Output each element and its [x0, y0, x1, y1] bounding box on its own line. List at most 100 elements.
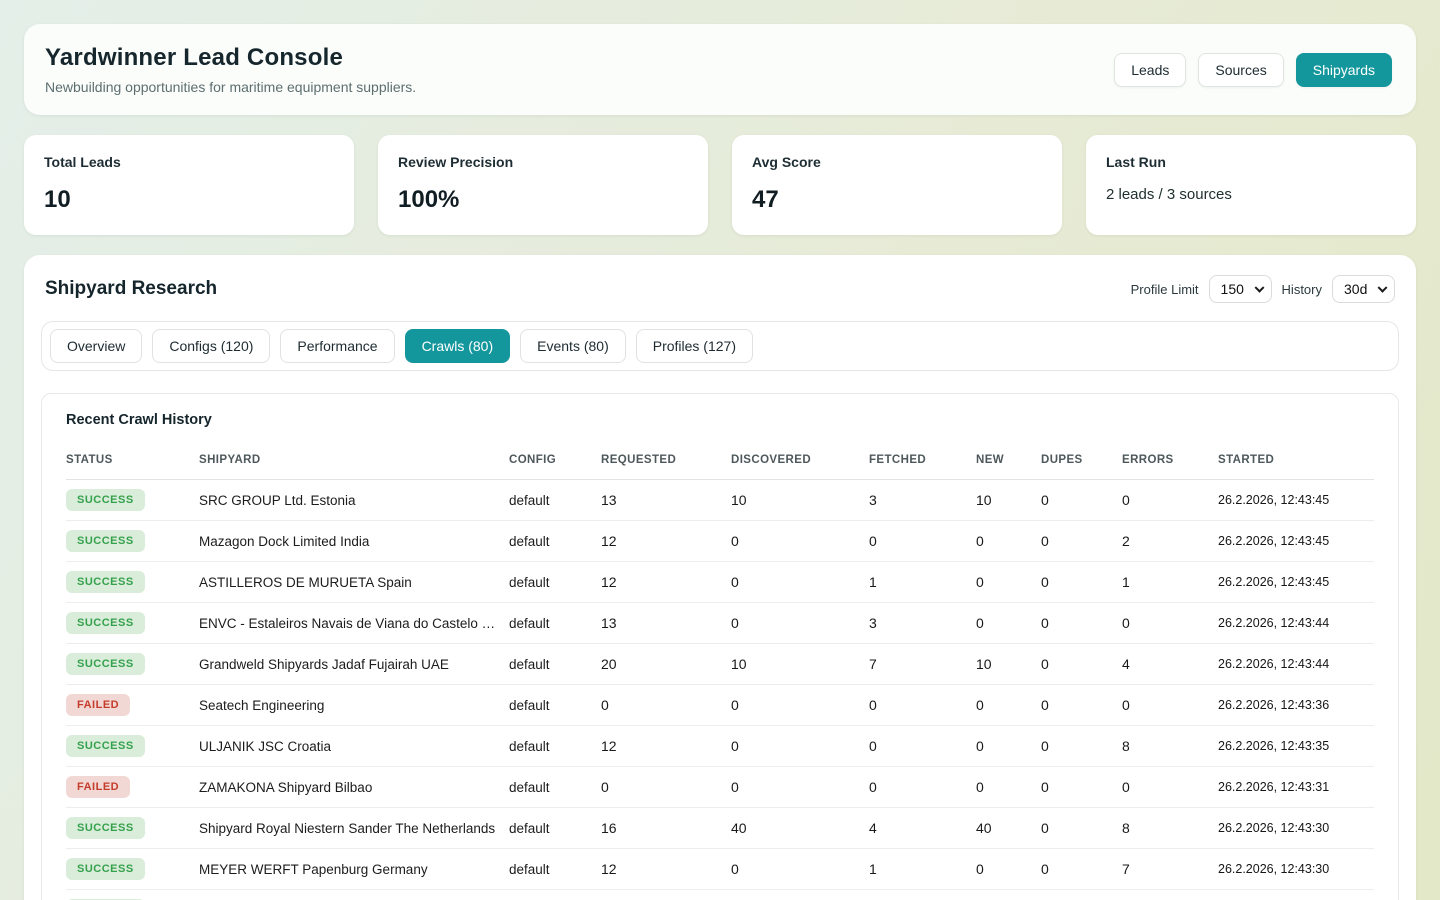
tab-profiles-127[interactable]: Profiles (127) [635, 329, 753, 363]
cell-dupes: 0 [1041, 561, 1122, 603]
stat-value: 10 [44, 186, 71, 213]
status-badge: SUCCESS [66, 653, 145, 675]
column-header-dupes: DUPES [1041, 444, 1122, 480]
cell-status: SUCCESS [66, 725, 199, 767]
cell-config: default [509, 807, 601, 849]
column-header-config: CONFIG [509, 444, 601, 480]
cell-started: 26.2.2026, 12:43:30 [1218, 848, 1374, 890]
cell-new: 40 [976, 807, 1041, 849]
app-header: Yardwinner Lead Console Newbuilding oppo… [24, 24, 1416, 115]
cell-fetched: 4 [869, 807, 976, 849]
cell-status: FAILED [66, 766, 199, 808]
cell-errors: 8 [1122, 725, 1218, 767]
cell-discovered: 0 [731, 684, 869, 726]
cell-started: 26.2.2026, 12:43:45 [1218, 479, 1374, 521]
nav-shipyards-button[interactable]: Shipyards [1295, 52, 1392, 87]
cell-fetched: 0 [869, 684, 976, 726]
cell-new: 10 [976, 479, 1041, 521]
cell-errors: 0 [1122, 479, 1218, 521]
stat-value: 100% [398, 186, 460, 213]
cell-status: SUCCESS [66, 561, 199, 603]
status-badge: SUCCESS [66, 489, 145, 511]
stat-card-total-leads: Total Leads 10 [24, 135, 354, 235]
cell-requested: 0 [601, 684, 731, 726]
table-row: SUCCESS ULJANIK JSC Croatia default 12 0 0 0 0 8… [66, 725, 1374, 767]
cell-shipyard: Grandweld Shipyards Jadaf Fujairah UAE [199, 643, 509, 685]
stat-card-review-precision: Review Precision 100% [378, 135, 708, 235]
tab-performance[interactable]: Performance [280, 329, 395, 363]
cell-status: SUCCESS [66, 479, 199, 521]
panel-controls: Profile Limit 150 History 30d [1131, 275, 1395, 303]
stat-label: Avg Score [752, 154, 821, 170]
cell-fetched: 0 [869, 725, 976, 767]
status-badge: FAILED [66, 694, 131, 716]
cell-status: FAILED [66, 684, 199, 726]
cell-config: default [509, 602, 601, 644]
tab-crawls-80[interactable]: Crawls (80) [404, 329, 511, 363]
tab-overview[interactable]: Overview [50, 329, 143, 363]
cell-dupes: 0 [1041, 520, 1122, 562]
history-select[interactable]: 30d [1332, 275, 1395, 303]
cell-dupes: 0 [1041, 766, 1122, 808]
cell-status: SUCCESS [66, 807, 199, 849]
table-row: SUCCESS MEYER WERFT Papenburg Germany defa… [66, 848, 1374, 890]
status-badge: SUCCESS [66, 612, 145, 634]
cell-errors: 8 [1122, 807, 1218, 849]
cell-errors: 0 [1122, 602, 1218, 644]
cell-errors: 2 [1122, 520, 1218, 562]
stat-card-last-run: Last Run 2 leads / 3 sources [1086, 135, 1416, 235]
history-select-wrap: 30d [1332, 275, 1395, 303]
cell-discovered: 0 [731, 725, 869, 767]
cell-errors: 1 [1122, 561, 1218, 603]
cell-fetched: 3 [869, 602, 976, 644]
cell-fetched: 0 [869, 520, 976, 562]
profile-limit-select-wrap: 150 [1208, 275, 1272, 303]
cell-config: default [509, 520, 601, 562]
cell-requested: 13 [601, 479, 731, 521]
status-badge: SUCCESS [66, 858, 145, 880]
cell-discovered: 10 [731, 479, 869, 521]
cell-config: default [509, 561, 601, 603]
cell-discovered: 0 [731, 766, 869, 808]
cell-shipyard: MEYER WERFT Papenburg Germany [199, 848, 509, 890]
cell-discovered: 0 [731, 848, 869, 890]
column-header-started: STARTED [1218, 444, 1374, 480]
cell-status: SUCCESS [66, 520, 199, 562]
cell-new: 0 [976, 725, 1041, 767]
table-row: SUCCESS ENVC - Estaleiros Navais de Viana… [66, 602, 1374, 644]
cell-config: default [509, 889, 601, 900]
table-row: SUCCESS SRC GROUP Ltd. Estonia default 13 10… [66, 479, 1374, 521]
nav-sources-button[interactable]: Sources [1198, 52, 1284, 87]
stat-value: 2 leads / 3 sources [1106, 186, 1232, 203]
nav-leads-button[interactable]: Leads [1114, 52, 1187, 87]
cell-errors: 9 [1122, 889, 1218, 900]
cell-started: 26.2.2026, 12:43:30 [1218, 807, 1374, 849]
cell-status: SUCCESS [66, 602, 199, 644]
page-subtitle: Newbuilding opportunities for maritime e… [45, 79, 417, 95]
panel-header: Shipyard Research Profile Limit 150 Hist… [45, 275, 1395, 303]
status-badge: FAILED [66, 776, 131, 798]
cell-started: 26.2.2026, 12:43:45 [1218, 520, 1374, 562]
tab-events-80[interactable]: Events (80) [520, 329, 626, 363]
cell-discovered: 0 [731, 520, 869, 562]
cell-started: 26.2.2026, 12:43:31 [1218, 766, 1374, 808]
cell-requested: 13 [601, 602, 731, 644]
page-title: Yardwinner Lead Console [45, 44, 344, 71]
status-badge: SUCCESS [66, 571, 145, 593]
cell-shipyard: Seatech Engineering [199, 684, 509, 726]
column-header-new: NEW [976, 444, 1041, 480]
profile-limit-select[interactable]: 150 [1208, 275, 1272, 303]
cell-dupes: 0 [1041, 643, 1122, 685]
cell-fetched: 1 [869, 561, 976, 603]
cell-shipyard: Mazagon Dock Limited India [199, 520, 509, 562]
cell-errors: 4 [1122, 643, 1218, 685]
cell-shipyard: ASTILLEROS DE MURUETA Spain [199, 561, 509, 603]
stats-row: Total Leads 10 Review Precision 100% Avg Sco… [24, 135, 1416, 235]
cell-requested: 16 [601, 889, 731, 900]
cell-status: SUCCESS [66, 643, 199, 685]
tab-configs-120[interactable]: Configs (120) [152, 329, 271, 363]
table-header-row: STATUS SHIPYARD CONFIG REQUESTED DISCOVERED F… [66, 444, 1374, 480]
cell-shipyard: Shipyard Royal Niestern Sander The Nethe… [199, 807, 509, 849]
cell-new: 0 [976, 684, 1041, 726]
cell-started: 26.2.2026, 12:43:45 [1218, 561, 1374, 603]
